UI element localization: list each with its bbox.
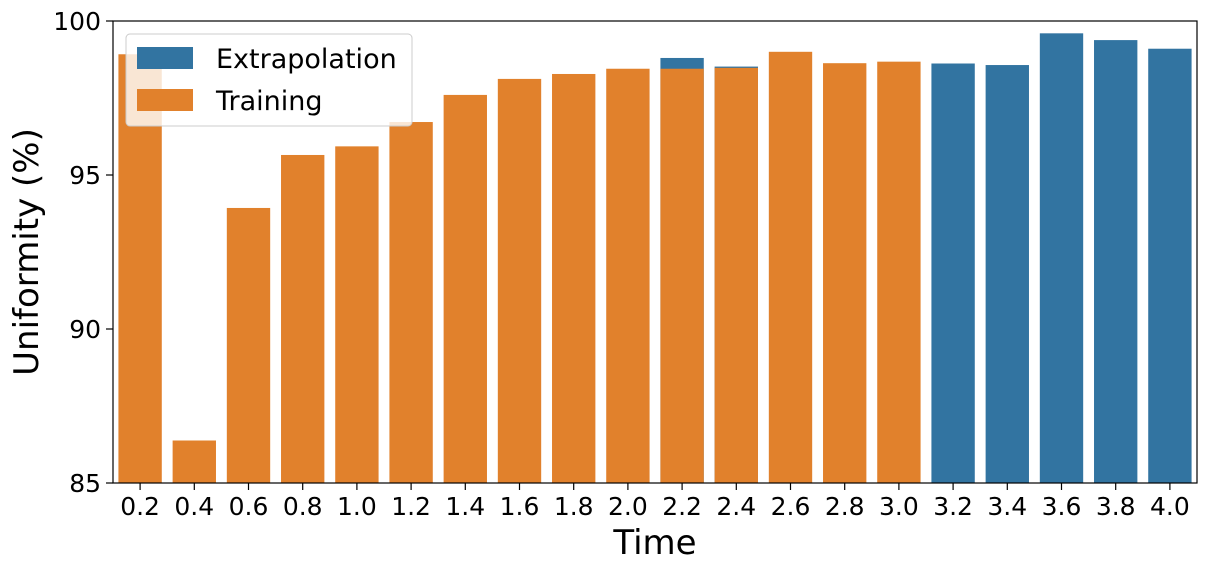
x-tick-label-1.4: 1.4 [445,492,485,521]
x-tick-label-3.2: 3.2 [933,492,973,521]
x-tick-label-2.0: 2.0 [608,492,648,521]
x-tick-label-2.6: 2.6 [771,492,811,521]
bar-training-2.0 [606,68,650,484]
bar-training-2.6 [768,51,813,484]
x-tick-label-4.0: 4.0 [1150,492,1190,521]
x-tick-label-3.4: 3.4 [987,492,1027,521]
plot-frame [112,20,1198,484]
x-tick-label-0.6: 0.6 [229,492,269,521]
x-tick-label-2.2: 2.2 [662,492,702,521]
legend-swatch-training [137,89,193,111]
legend-box [125,33,413,127]
bar-extrapolation-3.8 [1094,40,1138,483]
training-bars [118,51,921,484]
bar-training-1.4 [443,94,487,484]
x-tick-label-1.0: 1.0 [337,492,377,521]
x-tick-label-3.6: 3.6 [1042,492,1082,521]
y-tick-label-85: 85 [69,469,101,498]
bar-training-1.8 [552,73,596,483]
x-tick-label-0.2: 0.2 [120,492,160,521]
bar-training-1.6 [497,78,542,484]
y-axis-label: Uniformity (%) [7,128,47,376]
bar-extrapolation-4.0 [1148,48,1192,483]
bar-training-0.4 [172,440,216,483]
legend-label-training: Training [215,86,323,117]
x-tick-label-0.8: 0.8 [283,492,323,521]
x-tick-label-2.8: 2.8 [825,492,865,521]
y-tick-label-90: 90 [69,315,101,344]
bar-training-3.0 [877,61,921,483]
legend: Extrapolation Training [125,33,413,127]
bar-training-2.8 [823,63,867,484]
y-tick-label-100: 100 [53,7,101,36]
bar-training-2.2 [660,68,704,484]
legend-label-extrapolation: Extrapolation [216,44,397,75]
x-tick-label-1.6: 1.6 [500,492,540,521]
x-tick-label-1.8: 1.8 [554,492,594,521]
legend-swatch-extrapolation [137,47,193,69]
y-tick-label-95: 95 [69,161,101,190]
x-tick-label-3.8: 3.8 [1096,492,1136,521]
x-axis-ticks: 0.2 0.4 0.6 0.8 1.0 1.2 1.4 1.6 1.8 2.0 2.2 2.4 2.6 2… [120,483,1190,521]
bar-extrapolation-3.2 [931,63,975,484]
y-axis-ticks: 85 90 95 100 [53,7,113,498]
x-tick-label-3.0: 3.0 [879,492,919,521]
x-tick-label-2.4: 2.4 [716,492,756,521]
x-tick-label-1.2: 1.2 [391,492,431,521]
bar-extrapolation-3.4 [985,65,1029,483]
x-axis-label: Time [612,523,696,563]
x-tick-label-0.4: 0.4 [174,492,214,521]
bar-training-1.0 [335,146,379,483]
bar-training-0.8 [281,154,325,484]
bar-training-1.2 [389,122,433,484]
bar-extrapolation-3.6 [1039,33,1084,483]
bar-training-2.4 [714,67,758,483]
bar-training-0.6 [226,207,271,483]
